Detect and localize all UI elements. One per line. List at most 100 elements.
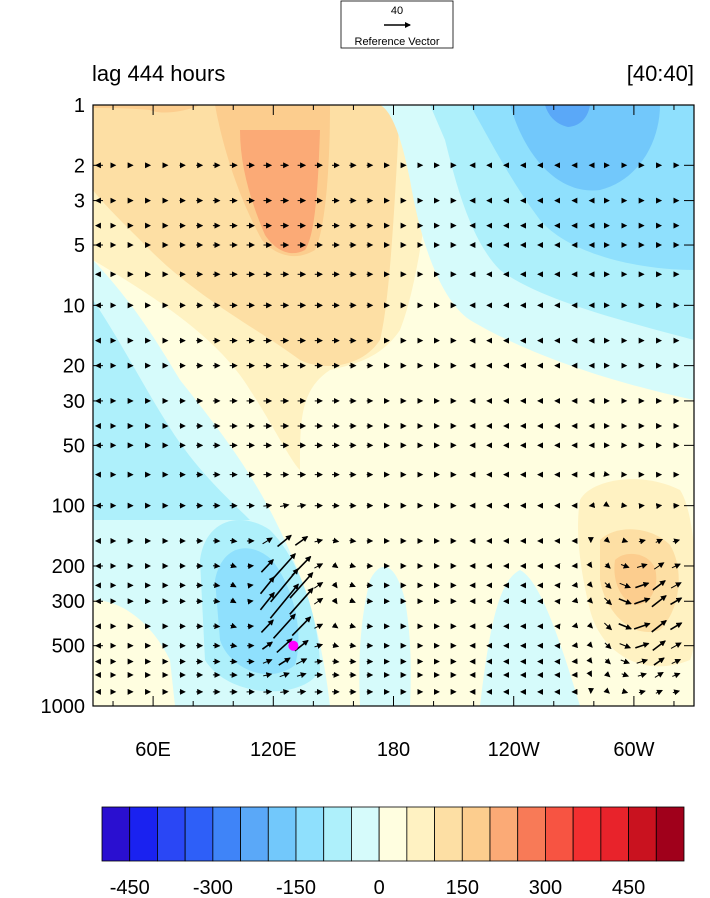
- colorbar-label: 450: [612, 877, 645, 898]
- wind-vector: [670, 642, 682, 649]
- wind-vector: [331, 622, 339, 629]
- wind-vector: [247, 582, 254, 589]
- colorbar-swatch: [406, 806, 435, 862]
- colorbar-label: 150: [446, 877, 479, 898]
- wind-vector: [586, 670, 592, 678]
- y-tick-label: 30: [63, 391, 85, 413]
- wind-vector: [314, 658, 324, 665]
- x-tick-label: 120W: [488, 739, 540, 761]
- y-tick-label: 100: [52, 496, 85, 518]
- wind-vector: [349, 537, 357, 544]
- wind-vector: [294, 639, 309, 652]
- wind-vector: [291, 616, 312, 637]
- colorbar-swatch: [378, 806, 408, 862]
- wind-vector: [313, 582, 324, 589]
- y-tick-label: 10: [63, 295, 85, 317]
- wind-vector: [618, 623, 632, 630]
- wind-vector: [247, 598, 254, 605]
- colorbar-label: 300: [529, 877, 562, 898]
- wind-vector: [621, 671, 630, 678]
- wind-vector: [672, 689, 681, 696]
- reference-vector-value: 40: [391, 5, 403, 17]
- contour-positive-upper-core: [240, 130, 320, 254]
- colorbar-swatch: [572, 806, 602, 862]
- colorbar-swatch: [489, 806, 519, 862]
- wind-vector: [621, 688, 629, 694]
- wind-vector: [634, 597, 651, 605]
- wind-vector: [296, 658, 308, 665]
- x-tick-label: 120E: [250, 739, 297, 761]
- wind-vector: [332, 658, 340, 665]
- y-tick-label: 5: [74, 235, 85, 257]
- wind-vector: [655, 689, 663, 696]
- wind-vector: [604, 622, 613, 631]
- wind-vector: [261, 641, 273, 650]
- wind-vector: [294, 535, 309, 546]
- wind-vector: [604, 658, 611, 665]
- wind-vector: [652, 580, 666, 591]
- wind-vector: [278, 657, 291, 666]
- wind-vector: [620, 658, 630, 665]
- wind-vector: [604, 562, 611, 569]
- plot-axes: 1 2 3 5 10 20 30 50 100 200 300 500 1000 60E 120E 180 12…: [41, 95, 695, 761]
- wind-vector: [619, 643, 632, 649]
- wind-vector: [604, 597, 613, 606]
- wind-vector: [670, 597, 683, 606]
- wind-vector: [620, 562, 630, 569]
- wind-vector: [263, 688, 273, 695]
- wind-vector: [571, 597, 579, 604]
- wind-vector: [603, 687, 610, 694]
- wind-vector: [635, 581, 650, 589]
- wind-vector: [263, 672, 273, 679]
- wind-vector: [229, 537, 238, 544]
- wind-vector: [586, 622, 594, 629]
- y-tick-label: 2: [74, 155, 85, 177]
- colorbar-swatch: [517, 806, 546, 862]
- wind-vector: [277, 534, 292, 548]
- wind-vector: [280, 502, 290, 509]
- colorbar-swatch: [240, 806, 269, 862]
- wind-vector: [670, 582, 682, 589]
- wind-vector: [331, 581, 338, 589]
- colorbar-swatch: [628, 806, 657, 862]
- wind-vector: [229, 642, 238, 649]
- wind-vector: [604, 642, 612, 650]
- wind-vector: [654, 671, 664, 678]
- wind-vector: [332, 537, 340, 544]
- wind-vector: [289, 587, 314, 615]
- wind-vector: [671, 563, 681, 569]
- wind-vector: [636, 658, 649, 665]
- y-tick-label: 50: [63, 435, 85, 457]
- wind-vector: [603, 536, 610, 543]
- wind-vector: [633, 622, 651, 630]
- wind-vector: [651, 595, 667, 608]
- colorbar-swatch: [212, 806, 241, 862]
- wind-vector: [331, 562, 339, 569]
- wind-vector: [349, 581, 356, 588]
- wind-vector: [289, 571, 314, 599]
- colorbar-swatch: [267, 806, 297, 862]
- contour-negative-west-mid: [93, 300, 250, 520]
- wind-vectors: [94, 162, 683, 696]
- contour-negative-upper-core: [545, 105, 590, 127]
- wind-vector: [297, 502, 307, 509]
- x-tick-label: 180: [377, 739, 410, 761]
- wind-vector: [263, 502, 273, 509]
- colorbar-label: -300: [193, 877, 233, 898]
- y-tick-label: 500: [52, 636, 85, 658]
- contour-positive-top-edge: [93, 105, 200, 113]
- colorbar-swatch: [129, 806, 158, 862]
- wind-vector: [571, 622, 579, 629]
- colorbar-swatch: [545, 806, 574, 862]
- wind-vector: [297, 688, 307, 695]
- colorbar-swatch: [351, 806, 380, 862]
- wind-vector: [618, 598, 632, 605]
- wind-vector: [331, 597, 338, 605]
- y-tick-label: 3: [74, 191, 85, 213]
- wind-vector: [349, 642, 357, 649]
- wind-vector: [349, 622, 357, 629]
- wind-vector: [655, 503, 663, 510]
- y-tick-label: 1000: [41, 696, 86, 718]
- wind-vector: [212, 562, 221, 569]
